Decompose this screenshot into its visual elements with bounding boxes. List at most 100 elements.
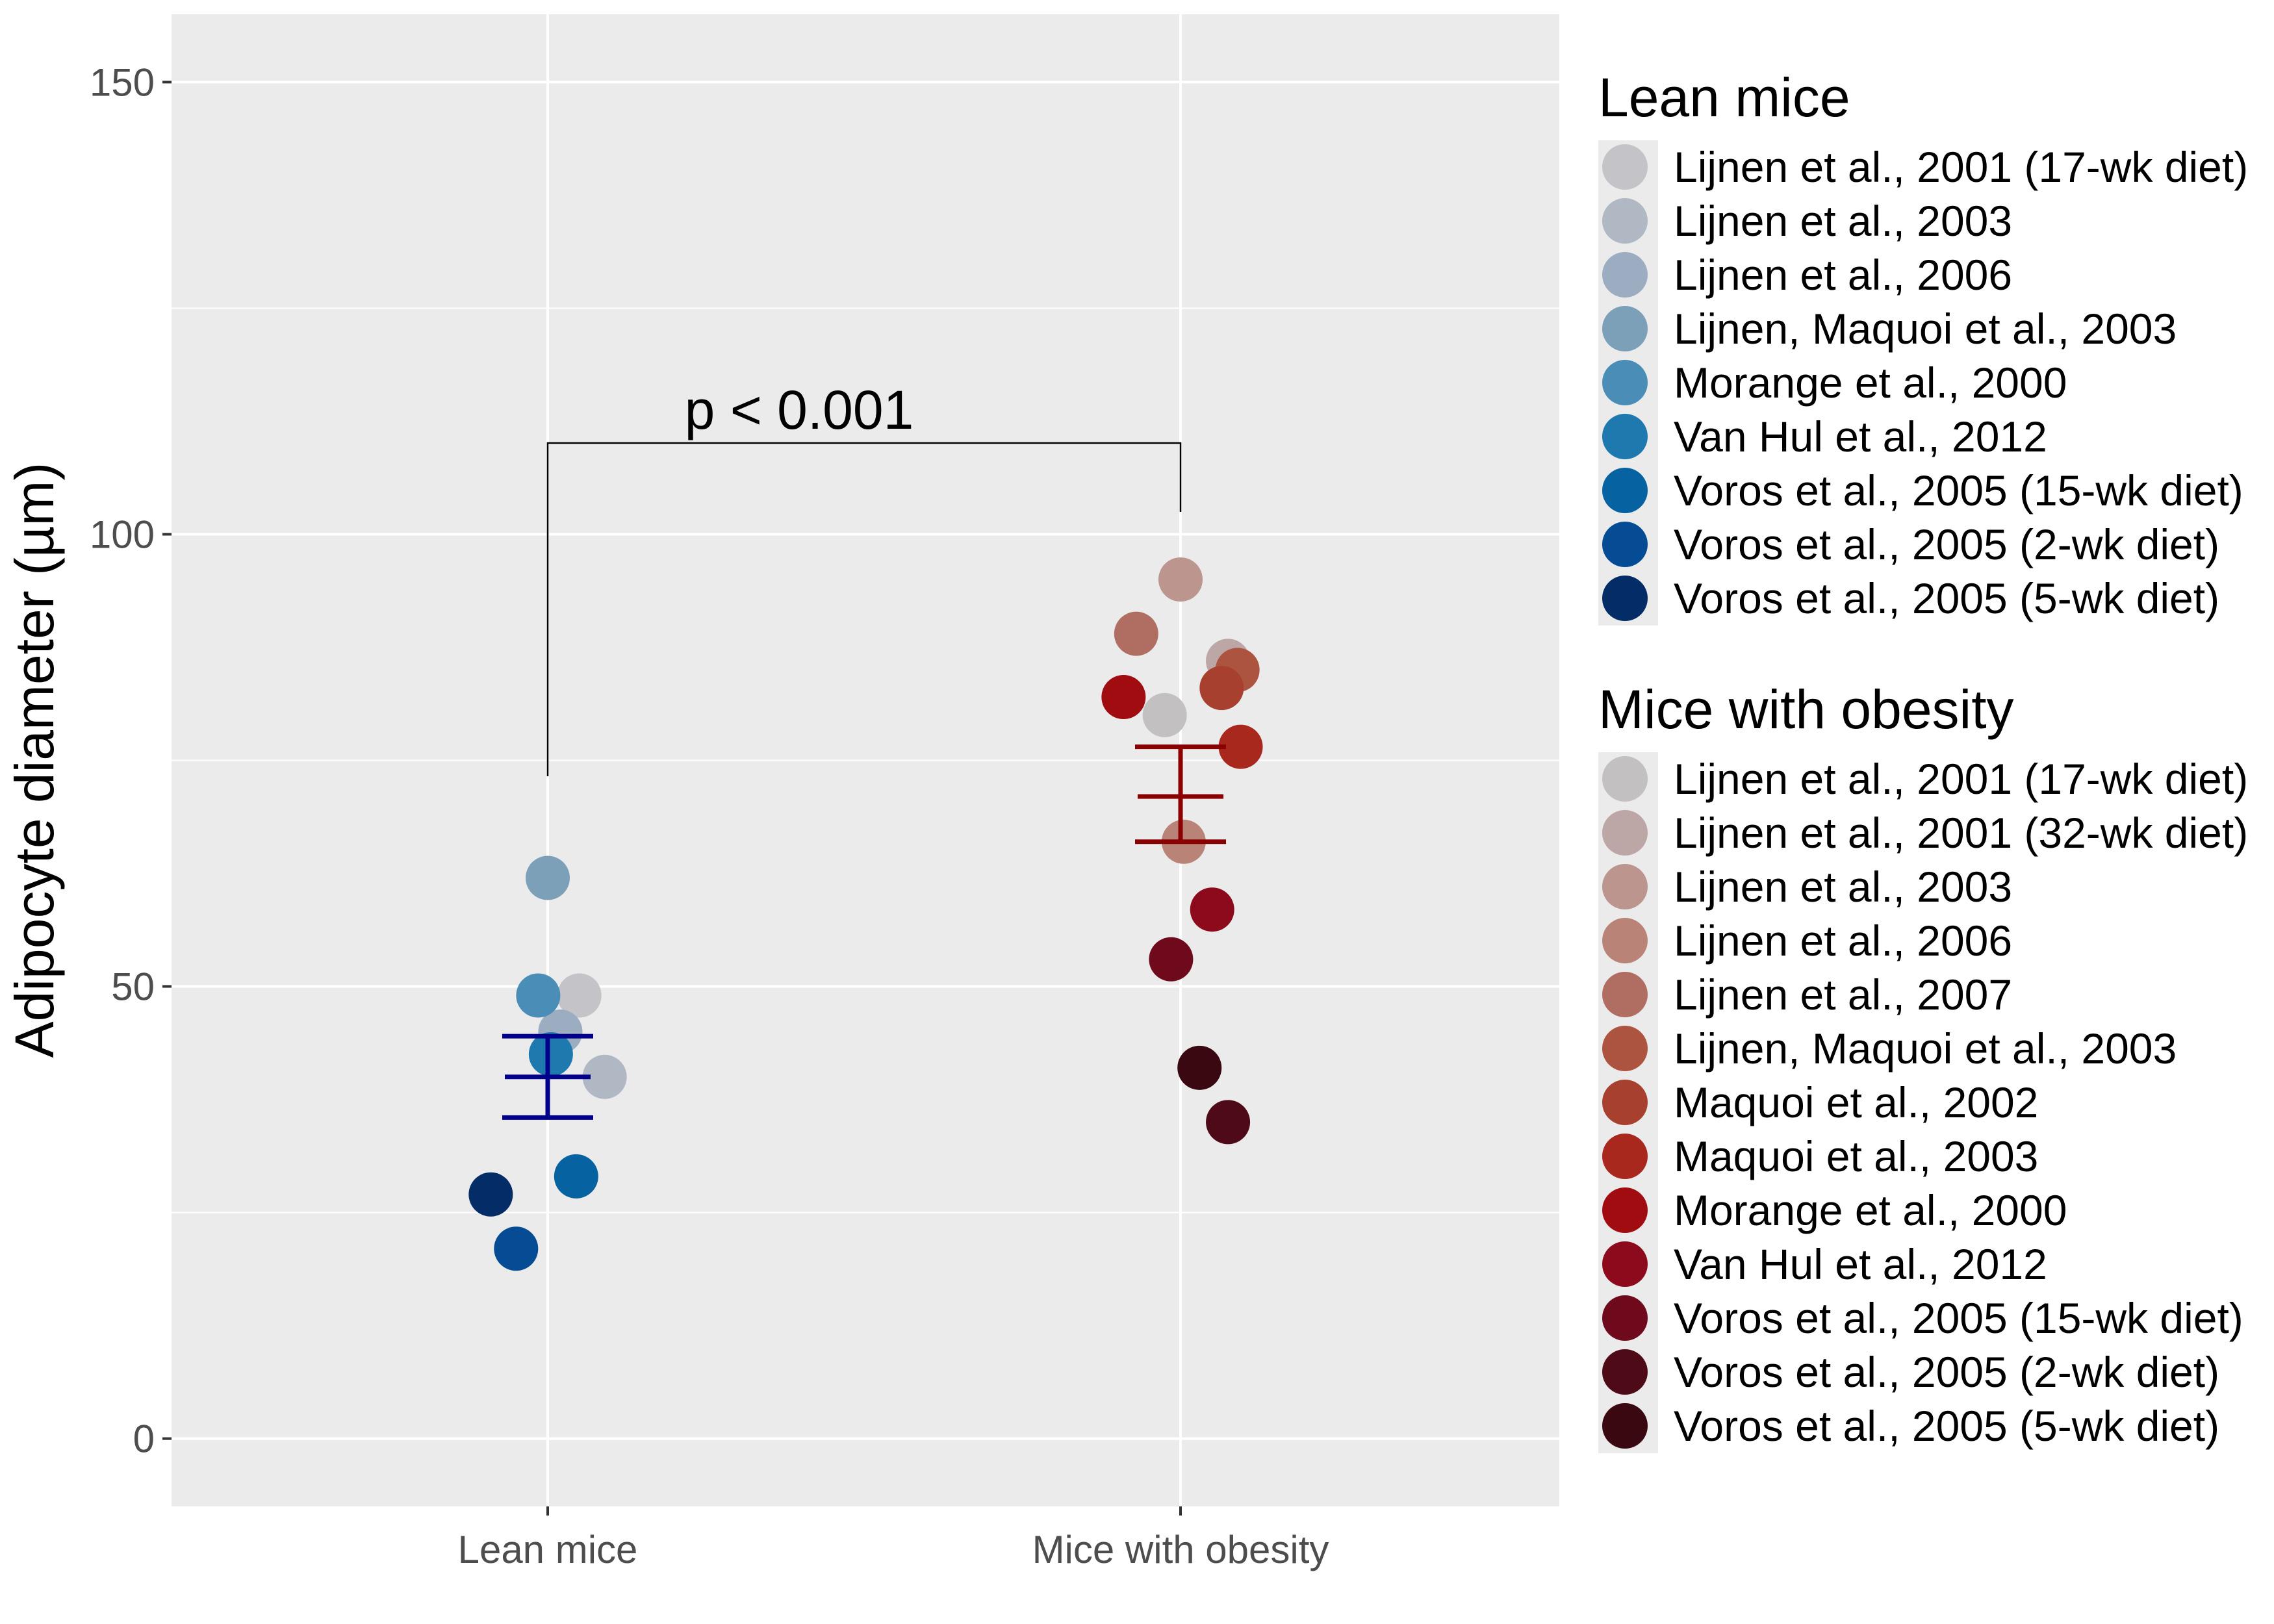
legend-label: Van Hul et al., 2012 xyxy=(1674,1240,2047,1288)
legend-item: Lijnen, Maquoi et al., 2003 xyxy=(1598,1022,2177,1076)
legend-key xyxy=(1602,198,1648,244)
legend-item: Van Hul et al., 2012 xyxy=(1598,410,2047,464)
legend-label: Van Hul et al., 2012 xyxy=(1674,412,2047,461)
legend-key xyxy=(1602,1187,1648,1233)
legend-key xyxy=(1602,864,1648,909)
data-point xyxy=(526,856,570,900)
p-value-label: p < 0.001 xyxy=(685,379,914,440)
significance-bracket: p < 0.001 xyxy=(546,379,1182,776)
legend-key xyxy=(1602,810,1648,856)
legend-label: Voros et al., 2005 (15-wk diet) xyxy=(1674,466,2243,514)
legend-items-lean: Lijnen et al., 2001 (17-wk diet) Lijnen e… xyxy=(1598,140,2248,626)
legend-items-obese: Lijnen et al., 2001 (17-wk diet) Lijnen e… xyxy=(1598,752,2248,1453)
legend-key xyxy=(1602,1134,1648,1179)
summary-error-bars xyxy=(502,744,1226,1120)
legend-label: Lijnen et al., 2001 (32-wk diet) xyxy=(1674,809,2249,857)
data-point xyxy=(554,1154,598,1199)
legend-key xyxy=(1602,1026,1648,1071)
legend-key xyxy=(1602,1295,1648,1341)
legend-label: Voros et al., 2005 (15-wk diet) xyxy=(1674,1294,2243,1342)
data-point xyxy=(528,1032,573,1076)
legend-label: Voros et al., 2005 (5-wk diet) xyxy=(1674,1402,2220,1450)
axes: 0 50 100 150 Lean mice Mice with obesity xyxy=(90,60,1329,1571)
legend-label: Lijnen, Maquoi et al., 2003 xyxy=(1674,305,2177,353)
legend-item: Voros et al., 2005 (2-wk diet) xyxy=(1598,518,2219,572)
legend-key xyxy=(1602,1349,1648,1395)
data-point xyxy=(468,1172,513,1217)
legend-title-lean: Lean mice xyxy=(1598,67,1850,128)
legend-key xyxy=(1602,756,1648,802)
legend-key xyxy=(1602,972,1648,1017)
legend-key xyxy=(1602,918,1648,963)
legend-key xyxy=(1602,522,1648,567)
legend-label: Lijnen et al., 2006 xyxy=(1674,917,2013,965)
legend-item: Lijnen et al., 2006 xyxy=(1598,248,2012,302)
legend-label: Voros et al., 2005 (5-wk diet) xyxy=(1674,574,2220,622)
legend-item: Voros et al., 2005 (5-wk diet) xyxy=(1598,572,2219,626)
legend-label: Voros et al., 2005 (2-wk diet) xyxy=(1674,520,2220,568)
legend-item: Lijnen et al., 2006 xyxy=(1598,914,2012,968)
legend-item: Maquoi et al., 2002 xyxy=(1598,1076,2038,1130)
legend-item: Lijnen et al., 2003 xyxy=(1598,860,2012,914)
y-tick-label: 100 xyxy=(90,513,155,556)
legend-obese: Mice with obesity Lijnen et al., 2001 (1… xyxy=(1598,679,2248,1453)
legend-label: Maquoi et al., 2003 xyxy=(1674,1132,2039,1180)
y-axis-label: Adipocyte diameter (µm) xyxy=(4,463,65,1058)
data-point xyxy=(557,973,602,1018)
legend-key xyxy=(1602,468,1648,513)
legend-item: Voros et al., 2005 (5-wk diet) xyxy=(1598,1399,2219,1453)
legend-label: Lijnen et al., 2003 xyxy=(1674,197,2013,245)
legend-item: Maquoi et al., 2003 xyxy=(1598,1130,2038,1184)
legend-label: Lijnen et al., 2001 (17-wk diet) xyxy=(1674,143,2249,191)
legend-item: Lijnen, Maquoi et al., 2003 xyxy=(1598,302,2177,356)
legend-label: Voros et al., 2005 (2-wk diet) xyxy=(1674,1348,2220,1396)
legend-item: Voros et al., 2005 (15-wk diet) xyxy=(1598,464,2243,518)
legend-key xyxy=(1602,1080,1648,1125)
legend-label: Morange et al., 2000 xyxy=(1674,1186,2067,1234)
data-point xyxy=(1142,692,1187,737)
legend-key xyxy=(1602,144,1648,190)
data-point xyxy=(1158,557,1203,602)
legend-label: Lijnen et al., 2001 (17-wk diet) xyxy=(1674,755,2249,803)
legend-title-obese: Mice with obesity xyxy=(1598,679,2014,740)
data-point xyxy=(1149,937,1194,982)
legend-label: Lijnen, Maquoi et al., 2003 xyxy=(1674,1024,2177,1072)
legend-key xyxy=(1602,1403,1648,1449)
legend-key xyxy=(1602,252,1648,298)
legend-item: Lijnen et al., 2001 (17-wk diet) xyxy=(1598,752,2248,806)
legend-item: Lijnen et al., 2001 (32-wk diet) xyxy=(1598,806,2248,860)
data-point xyxy=(1206,1100,1251,1145)
legend-lean: Lean mice Lijnen et al., 2001 (17-wk die… xyxy=(1598,67,2248,626)
legend-item: Morange et al., 2000 xyxy=(1598,1184,2067,1237)
x-tick-label: Lean mice xyxy=(458,1528,638,1571)
legend-label: Morange et al., 2000 xyxy=(1674,359,2067,407)
legend-key xyxy=(1602,360,1648,405)
y-tick-label: 150 xyxy=(90,60,155,104)
data-point xyxy=(1190,887,1234,932)
legend-key xyxy=(1602,576,1648,621)
legend-label: Lijnen et al., 2006 xyxy=(1674,251,2013,299)
data-point xyxy=(516,973,561,1018)
legend-item: Lijnen et al., 2007 xyxy=(1598,968,2012,1022)
grid xyxy=(172,14,1559,1506)
legend-label: Lijnen et al., 2007 xyxy=(1674,971,2013,1019)
legend-key xyxy=(1602,1241,1648,1287)
data-point xyxy=(1218,724,1263,769)
legend-item: Morange et al., 2000 xyxy=(1598,356,2067,410)
legend-item: Voros et al., 2005 (2-wk diet) xyxy=(1598,1345,2219,1399)
legend-label: Lijnen et al., 2003 xyxy=(1674,863,2013,911)
data-point xyxy=(1101,675,1146,720)
legend-key xyxy=(1602,306,1648,351)
data-point xyxy=(1114,611,1158,656)
data-point xyxy=(1177,1045,1222,1090)
y-tick-label: 0 xyxy=(133,1417,155,1461)
legend-item: Van Hul et al., 2012 xyxy=(1598,1237,2047,1291)
bracket-line xyxy=(546,442,1182,776)
data-point xyxy=(494,1226,539,1271)
x-tick-label: Mice with obesity xyxy=(1032,1528,1329,1571)
data-point xyxy=(582,1054,627,1099)
legend-item: Lijnen et al., 2001 (17-wk diet) xyxy=(1598,140,2248,194)
y-tick-label: 50 xyxy=(111,965,155,1009)
legend-item: Voros et al., 2005 (15-wk diet) xyxy=(1598,1291,2243,1345)
